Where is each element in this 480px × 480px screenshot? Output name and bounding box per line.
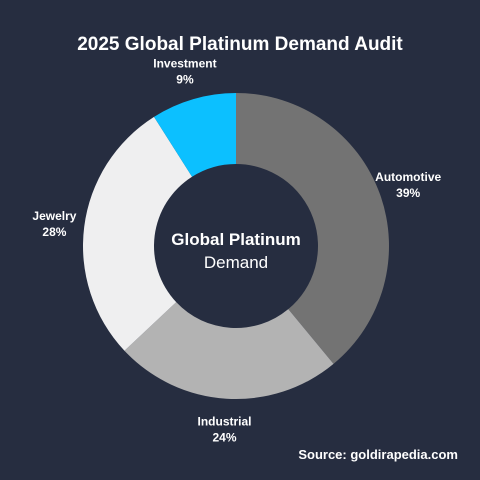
- slice-value-industrial: 24%: [212, 431, 236, 445]
- slice-name-industrial: Industrial: [198, 415, 252, 429]
- slice-name-automotive: Automotive: [375, 170, 441, 184]
- slice-name-investment: Investment: [153, 56, 216, 70]
- slice-jewelry: [83, 116, 193, 351]
- slice-value-automotive: 39%: [396, 186, 420, 200]
- slice-label-jewelry: Jewelry 28%: [32, 209, 76, 239]
- source-note: Source: goldirapedia.com: [298, 447, 458, 462]
- slice-automotive: [236, 93, 390, 364]
- slice-value-jewelry: 28%: [42, 225, 66, 239]
- center-label-line2: Demand: [204, 253, 268, 272]
- slice-label-industrial: Industrial 24%: [198, 415, 252, 445]
- center-label-line1: Global Platinum: [171, 230, 300, 249]
- chart-title: 2025 Global Platinum Demand Audit: [77, 34, 403, 55]
- slice-labels-group: Automotive 39% Industrial 24% Jewelry 28% Inve…: [32, 56, 441, 444]
- slices-group: [83, 93, 390, 400]
- slice-name-jewelry: Jewelry: [32, 209, 76, 223]
- slice-label-automotive: Automotive 39%: [375, 170, 441, 200]
- slice-value-investment: 9%: [176, 72, 194, 86]
- slice-investment: [154, 93, 236, 177]
- slice-label-investment: Investment 9%: [153, 56, 216, 86]
- slice-industrial: [124, 302, 334, 400]
